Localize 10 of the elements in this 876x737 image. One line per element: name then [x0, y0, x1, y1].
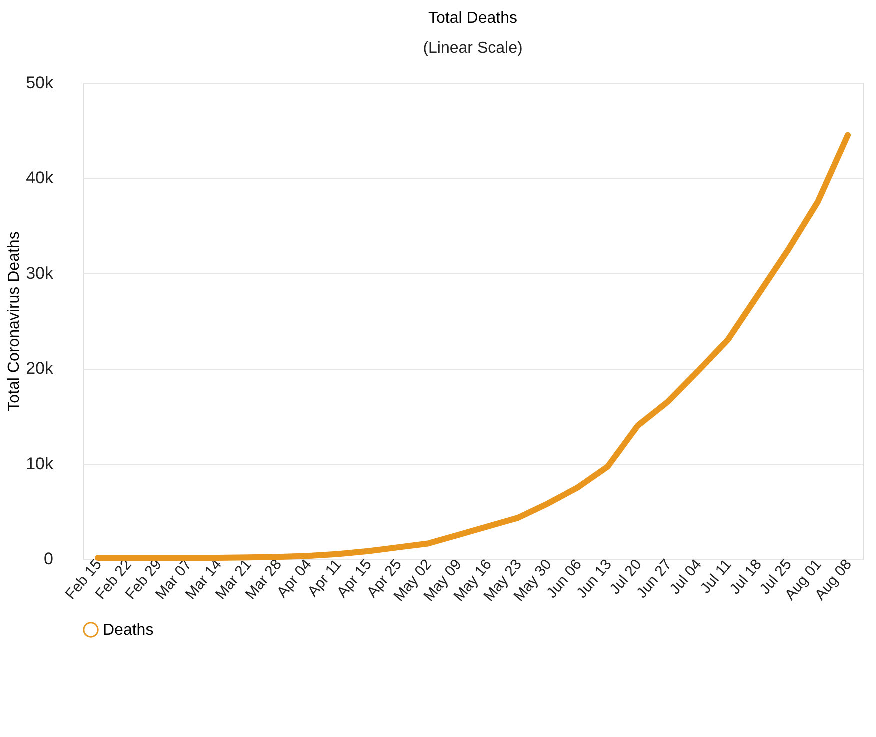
y-axis-title: Total Coronavirus Deaths [6, 232, 24, 412]
legend-label: Deaths [103, 622, 154, 639]
y-tick-label: 40k [26, 168, 54, 188]
y-tick-label: 30k [26, 264, 54, 283]
chart-subtitle: (Linear Scale) [423, 40, 523, 57]
y-tick-label: 10k [26, 454, 54, 474]
chart-title: Total Deaths [428, 10, 518, 27]
y-tick-label: 50k [26, 74, 54, 92]
y-tick-label: 20k [26, 359, 54, 378]
y-tick-label: 0 [44, 550, 54, 568]
